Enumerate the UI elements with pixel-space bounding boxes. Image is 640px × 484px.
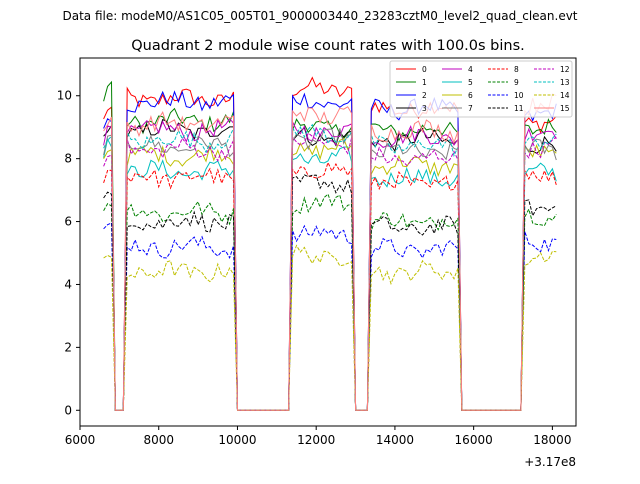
x-tick-label: 18000 xyxy=(533,433,571,447)
legend-label-0: 0 xyxy=(422,65,427,74)
legend-label-5: 5 xyxy=(468,78,473,87)
legend-label-13: 13 xyxy=(560,78,570,87)
series-line-10 xyxy=(103,222,557,411)
series-line-14 xyxy=(103,244,557,411)
series-line-13 xyxy=(103,123,557,411)
figure-suptitle: Data file: modeM0/AS1C05_005T01_90000034… xyxy=(62,9,577,23)
y-tick-label: 2 xyxy=(64,340,72,354)
legend-label-15: 15 xyxy=(560,104,570,113)
legend-label-6: 6 xyxy=(468,91,473,100)
x-tick-label: 12000 xyxy=(297,433,335,447)
legend-label-3: 3 xyxy=(422,104,427,113)
x-tick-label: 6000 xyxy=(65,433,96,447)
series-line-12 xyxy=(103,132,557,411)
legend-label-1: 1 xyxy=(422,78,427,87)
y-tick-label: 0 xyxy=(64,403,72,417)
y-tick-label: 4 xyxy=(64,277,72,291)
series-line-11 xyxy=(103,174,557,411)
legend-box xyxy=(389,60,573,118)
legend-label-11: 11 xyxy=(514,104,524,113)
series-line-15 xyxy=(103,93,557,411)
y-tick-label: 6 xyxy=(64,215,72,229)
legend-label-4: 4 xyxy=(468,65,473,74)
plot-area xyxy=(103,76,557,411)
y-tick-label: 10 xyxy=(57,89,72,103)
chart-title: Quadrant 2 module wise count rates with … xyxy=(131,38,525,54)
legend-label-8: 8 xyxy=(514,65,519,74)
x-tick-label: 8000 xyxy=(143,433,174,447)
legend-label-2: 2 xyxy=(422,91,427,100)
legend-label-14: 14 xyxy=(560,91,570,100)
legend-label-7: 7 xyxy=(468,104,473,113)
legend-label-9: 9 xyxy=(514,78,519,87)
legend-label-12: 12 xyxy=(560,65,570,74)
x-tick-label: 16000 xyxy=(455,433,493,447)
x-offset-label: +3.17e8 xyxy=(524,455,576,469)
x-tick-label: 10000 xyxy=(218,433,256,447)
x-tick-label: 14000 xyxy=(376,433,414,447)
axes-frame xyxy=(79,57,577,427)
legend-label-10: 10 xyxy=(514,91,524,100)
y-tick-label: 8 xyxy=(64,152,72,166)
y-axis: 0 2 4 6 8 10 xyxy=(57,89,80,417)
x-axis: 6000 8000 10000 12000 14000 16000 18000 xyxy=(65,426,571,447)
